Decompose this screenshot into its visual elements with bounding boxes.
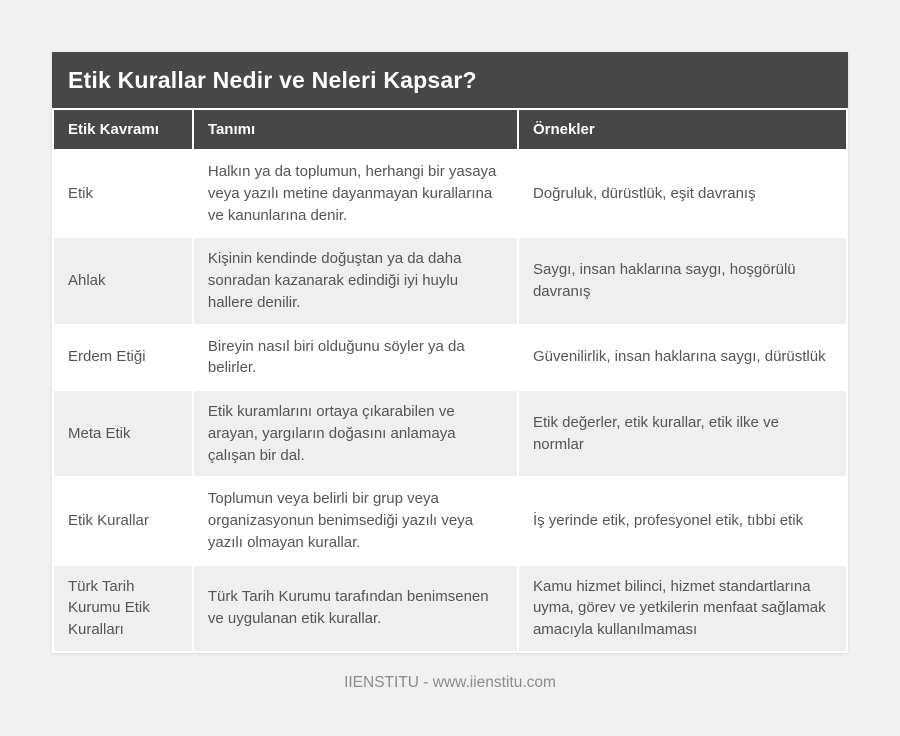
cell-examples: Doğruluk, dürüstlük, eşit davranış bbox=[518, 151, 846, 237]
cell-concept: Meta Etik bbox=[54, 391, 192, 477]
cell-definition: Kişinin kendinde doğuştan ya da daha son… bbox=[193, 238, 517, 324]
column-header-definition: Tanımı bbox=[193, 110, 517, 149]
cell-examples: Saygı, insan haklarına saygı, hoşgörülü … bbox=[518, 238, 846, 324]
table-card: Etik Kurallar Nedir ve Neleri Kapsar? Et… bbox=[52, 52, 848, 653]
table-row: Türk Tarih Kurumu Etik Kuralları Türk Ta… bbox=[54, 565, 846, 651]
cell-examples: İş yerinde etik, profesyonel etik, tıbbi… bbox=[518, 478, 846, 564]
table-row: Ahlak Kişinin kendinde doğuştan ya da da… bbox=[54, 238, 846, 324]
table-header-row: Etik Kavramı Tanımı Örnekler bbox=[54, 110, 846, 149]
cell-definition: Halkın ya da toplumun, herhangi bir yasa… bbox=[193, 151, 517, 237]
cell-concept: Erdem Etiği bbox=[54, 325, 192, 389]
cell-examples: Güvenilirlik, insan haklarına saygı, dür… bbox=[518, 325, 846, 389]
column-header-concept: Etik Kavramı bbox=[54, 110, 192, 149]
page-title: Etik Kurallar Nedir ve Neleri Kapsar? bbox=[52, 52, 848, 108]
cell-definition: Toplumun veya belirli bir grup veya orga… bbox=[193, 478, 517, 564]
column-header-examples: Örnekler bbox=[518, 110, 846, 149]
table-row: Erdem Etiği Bireyin nasıl biri olduğunu … bbox=[54, 325, 846, 389]
table-row: Meta Etik Etik kuramlarını ortaya çıkara… bbox=[54, 391, 846, 477]
page-background: Etik Kurallar Nedir ve Neleri Kapsar? Et… bbox=[52, 52, 848, 691]
cell-concept: Türk Tarih Kurumu Etik Kuralları bbox=[54, 565, 192, 651]
cell-examples: Etik değerler, etik kurallar, etik ilke … bbox=[518, 391, 846, 477]
footer-credit: IIENSTITU - www.iienstitu.com bbox=[344, 673, 556, 691]
cell-definition: Türk Tarih Kurumu tarafından benimsenen … bbox=[193, 565, 517, 651]
table-row: Etik Halkın ya da toplumun, herhangi bir… bbox=[54, 151, 846, 237]
table-row: Etik Kurallar Toplumun veya belirli bir … bbox=[54, 478, 846, 564]
cell-concept: Etik bbox=[54, 151, 192, 237]
cell-concept: Etik Kurallar bbox=[54, 478, 192, 564]
cell-examples: Kamu hizmet bilinci, hizmet standartları… bbox=[518, 565, 846, 651]
cell-definition: Etik kuramlarını ortaya çıkarabilen ve a… bbox=[193, 391, 517, 477]
cell-concept: Ahlak bbox=[54, 238, 192, 324]
cell-definition: Bireyin nasıl biri olduğunu söyler ya da… bbox=[193, 325, 517, 389]
ethics-table: Etik Kavramı Tanımı Örnekler Etik Halkın… bbox=[52, 108, 848, 653]
